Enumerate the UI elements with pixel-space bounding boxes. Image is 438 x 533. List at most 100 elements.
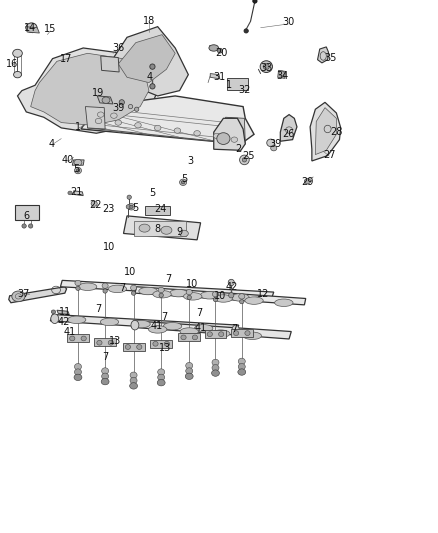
Ellipse shape — [102, 373, 109, 379]
Text: 1: 1 — [75, 122, 81, 132]
Text: 42: 42 — [225, 282, 237, 292]
Ellipse shape — [185, 373, 193, 379]
Ellipse shape — [108, 341, 113, 345]
Ellipse shape — [95, 118, 102, 124]
Ellipse shape — [78, 283, 97, 290]
Text: 29: 29 — [301, 177, 314, 187]
Ellipse shape — [51, 310, 56, 313]
Ellipse shape — [212, 292, 219, 297]
Text: 7: 7 — [165, 274, 171, 284]
FancyBboxPatch shape — [134, 221, 186, 236]
Ellipse shape — [180, 179, 187, 185]
Text: 42: 42 — [57, 318, 70, 327]
Ellipse shape — [157, 379, 165, 386]
Text: 18: 18 — [143, 17, 155, 26]
Polygon shape — [315, 108, 336, 155]
Ellipse shape — [130, 205, 133, 208]
Ellipse shape — [126, 205, 131, 209]
Text: 7: 7 — [102, 352, 108, 362]
Text: 26: 26 — [282, 130, 294, 139]
Ellipse shape — [212, 365, 219, 371]
Polygon shape — [214, 118, 245, 150]
Ellipse shape — [28, 224, 33, 228]
Text: 24: 24 — [154, 205, 166, 214]
Ellipse shape — [74, 167, 81, 174]
Ellipse shape — [245, 330, 250, 336]
Ellipse shape — [231, 294, 249, 301]
Ellipse shape — [130, 372, 137, 378]
Polygon shape — [101, 56, 119, 72]
Text: 39: 39 — [269, 139, 281, 149]
Text: 41: 41 — [151, 321, 163, 331]
Ellipse shape — [231, 137, 237, 142]
Ellipse shape — [70, 336, 75, 341]
Ellipse shape — [51, 314, 59, 324]
Ellipse shape — [102, 283, 108, 288]
Ellipse shape — [180, 328, 198, 335]
Ellipse shape — [260, 61, 272, 72]
Polygon shape — [9, 287, 67, 303]
Ellipse shape — [242, 158, 247, 162]
Ellipse shape — [148, 326, 167, 333]
Ellipse shape — [219, 332, 224, 337]
Text: 1: 1 — [226, 80, 232, 90]
Text: 10: 10 — [214, 291, 226, 301]
Ellipse shape — [108, 285, 127, 293]
Ellipse shape — [163, 322, 182, 330]
Ellipse shape — [110, 113, 117, 118]
Ellipse shape — [130, 377, 137, 384]
Polygon shape — [18, 48, 158, 133]
Ellipse shape — [158, 369, 165, 375]
Text: 6: 6 — [23, 212, 29, 221]
Ellipse shape — [76, 286, 80, 290]
Ellipse shape — [229, 293, 234, 298]
Polygon shape — [135, 287, 306, 305]
Ellipse shape — [214, 295, 233, 302]
Ellipse shape — [74, 369, 81, 375]
Ellipse shape — [153, 290, 171, 298]
Polygon shape — [210, 74, 220, 79]
Polygon shape — [97, 96, 113, 104]
Ellipse shape — [74, 364, 81, 370]
Ellipse shape — [100, 318, 119, 326]
Ellipse shape — [115, 120, 121, 125]
Text: 16: 16 — [6, 59, 18, 69]
Text: 5: 5 — [181, 174, 187, 183]
Ellipse shape — [200, 292, 219, 299]
Ellipse shape — [161, 227, 172, 235]
Text: 22: 22 — [89, 200, 102, 209]
Text: 21: 21 — [71, 187, 83, 197]
Ellipse shape — [232, 325, 239, 334]
Ellipse shape — [74, 374, 82, 381]
Ellipse shape — [212, 370, 219, 376]
Text: 36: 36 — [112, 43, 124, 53]
Polygon shape — [318, 47, 328, 63]
Text: 23: 23 — [102, 205, 115, 214]
Ellipse shape — [213, 297, 218, 302]
Text: 5: 5 — [133, 203, 139, 213]
Ellipse shape — [14, 71, 21, 78]
FancyBboxPatch shape — [15, 205, 39, 220]
Ellipse shape — [240, 300, 244, 304]
Ellipse shape — [101, 378, 109, 385]
Ellipse shape — [304, 179, 311, 184]
Text: 28: 28 — [330, 127, 343, 137]
Polygon shape — [226, 117, 245, 144]
FancyBboxPatch shape — [145, 206, 170, 215]
Ellipse shape — [81, 336, 86, 341]
Ellipse shape — [214, 133, 220, 139]
Ellipse shape — [239, 294, 245, 299]
Text: 41: 41 — [194, 323, 207, 333]
Text: 9: 9 — [177, 227, 183, 237]
Ellipse shape — [131, 285, 137, 290]
Ellipse shape — [192, 335, 198, 340]
Ellipse shape — [127, 195, 131, 199]
FancyBboxPatch shape — [178, 333, 200, 341]
Ellipse shape — [26, 23, 37, 33]
Ellipse shape — [217, 48, 223, 53]
Text: 40: 40 — [62, 155, 74, 165]
Polygon shape — [278, 70, 286, 78]
Ellipse shape — [102, 368, 109, 374]
Ellipse shape — [97, 112, 104, 117]
Ellipse shape — [184, 293, 202, 300]
